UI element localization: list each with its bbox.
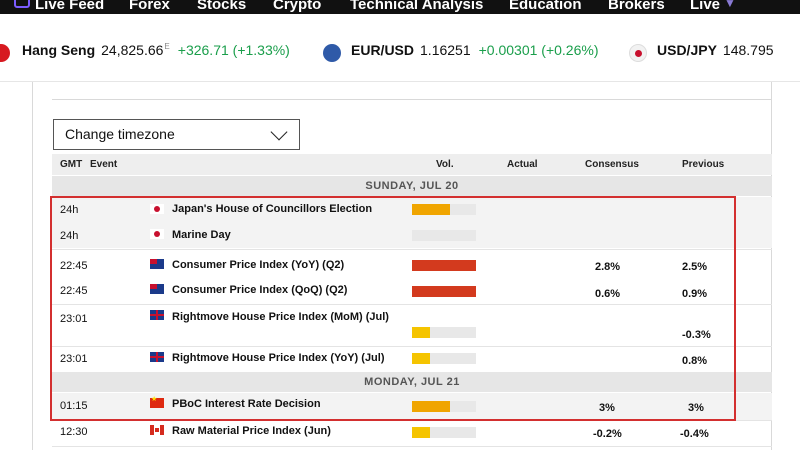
header-actual: Actual xyxy=(507,159,538,170)
table-row[interactable]: 22:45 Consumer Price Index (QoQ) (Q2) 0.… xyxy=(60,284,708,300)
nav-stocks[interactable]: Stocks xyxy=(197,0,247,13)
header-event: Event xyxy=(90,159,118,170)
table-row[interactable]: 24h Japan's House of Councillors Electio… xyxy=(52,197,772,223)
volatility-bar xyxy=(412,401,476,412)
nav-brokers[interactable]: Brokers xyxy=(608,0,665,13)
header-vol: Vol. xyxy=(436,159,454,170)
timezone-select[interactable]: Change timezone xyxy=(53,119,300,150)
table-header: GMT Event Vol. Actual Consensus Previous xyxy=(52,154,772,175)
live-feed-icon xyxy=(14,0,30,8)
divider xyxy=(52,304,772,305)
table-row[interactable]: 23:01 Rightmove House Price Index (MoM) … xyxy=(60,310,711,341)
nav-technical-analysis[interactable]: Technical Analysis xyxy=(350,0,484,13)
new-zealand-flag-icon xyxy=(150,259,164,269)
divider xyxy=(52,249,772,250)
ticker-hang-seng[interactable]: Hang Seng 24,825.66E +326.71 (+1.33%) xyxy=(22,42,290,58)
table-row[interactable]: 23:01 Rightmove House Price Index (YoY) … xyxy=(60,352,708,367)
chevron-down-icon xyxy=(270,123,288,141)
nav-crypto[interactable]: Crypto xyxy=(273,0,322,13)
volatility-bar xyxy=(412,286,476,297)
ticker-usd-jpy[interactable]: USD/JPY 148.795 xyxy=(657,42,774,58)
japan-flag-icon xyxy=(150,204,164,214)
uk-flag-icon xyxy=(150,352,164,362)
canada-flag-icon xyxy=(150,425,164,435)
volatility-fill xyxy=(412,260,476,271)
volatility-bar xyxy=(412,427,476,438)
volatility-fill xyxy=(412,401,451,412)
volatility-fill xyxy=(412,204,451,215)
table-row[interactable]: 01:15 PBoC Interest Rate Decision 3% 3% xyxy=(52,393,772,420)
volatility-fill xyxy=(412,327,430,338)
volatility-bar xyxy=(412,353,476,364)
eur-usd-icon xyxy=(323,44,341,62)
nav-forex[interactable]: Forex xyxy=(129,0,170,13)
divider xyxy=(52,346,772,347)
top-navigation: Live Feed Forex Stocks Crypto Technical … xyxy=(0,0,800,14)
table-row[interactable]: 22:45 Consumer Price Index (YoY) (Q2) 2.… xyxy=(60,259,708,273)
table-row[interactable]: 12:30 Raw Material Price Index (Jun) -0.… xyxy=(60,425,709,440)
nav-live-feed[interactable]: Live Feed xyxy=(35,0,105,13)
volatility-bar xyxy=(412,327,476,338)
uk-flag-icon xyxy=(150,310,164,320)
volatility-fill xyxy=(412,286,476,297)
calendar-frame xyxy=(32,82,772,450)
market-ticker: Hang Seng 24,825.66E +326.71 (+1.33%) EUR/… xyxy=(0,14,800,82)
volatility-fill xyxy=(412,353,430,364)
day-header-monday: MONDAY, JUL 21 xyxy=(52,372,772,392)
volatility-bar xyxy=(412,230,476,241)
header-consensus: Consensus xyxy=(585,159,639,170)
header-previous: Previous xyxy=(682,159,725,170)
nav-education[interactable]: Education xyxy=(509,0,582,13)
header-gmt: GMT xyxy=(60,159,83,170)
volatility-fill xyxy=(412,427,430,438)
volatility-bar xyxy=(412,204,476,215)
day-header-sunday: SUNDAY, JUL 20 xyxy=(52,176,772,196)
volatility-bar xyxy=(412,260,476,271)
new-zealand-flag-icon xyxy=(150,284,164,294)
table-row[interactable]: 24h Marine Day xyxy=(52,223,772,248)
usd-jpy-icon xyxy=(629,44,647,62)
nav-live[interactable]: Live xyxy=(690,0,721,13)
china-flag-icon xyxy=(150,395,164,408)
divider xyxy=(52,99,772,100)
divider xyxy=(52,446,772,447)
ticker-eur-usd[interactable]: EUR/USD 1.16251 +0.00301 (+0.26%) xyxy=(351,42,599,58)
chevron-down-icon[interactable]: ▼ xyxy=(724,0,736,10)
japan-flag-icon xyxy=(150,229,164,239)
hang-seng-icon xyxy=(0,44,10,62)
